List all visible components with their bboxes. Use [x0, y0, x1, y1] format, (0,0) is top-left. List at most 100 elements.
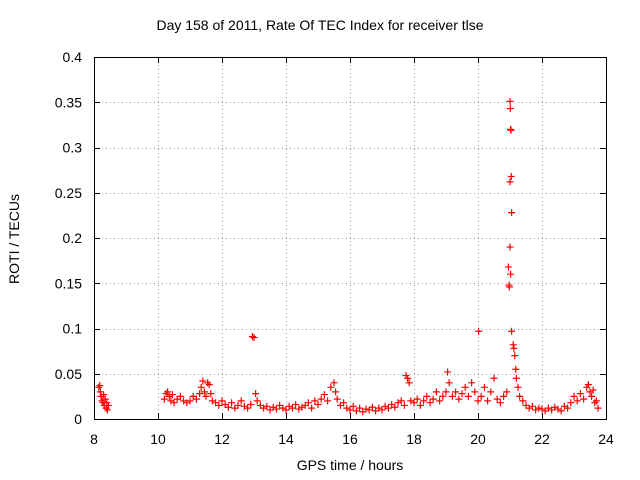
data-point [420, 397, 428, 405]
data-point [240, 402, 248, 410]
data-point [514, 383, 522, 391]
data-point [573, 397, 581, 405]
data-point [202, 392, 210, 400]
data-point [320, 391, 328, 399]
data-point [183, 399, 191, 407]
data-point [445, 379, 453, 387]
data-point [95, 383, 103, 391]
data-point [349, 402, 357, 410]
data-point [586, 388, 594, 396]
data-point [362, 405, 370, 413]
data-point [298, 403, 306, 411]
data-point [378, 406, 386, 414]
data-point [423, 392, 431, 400]
data-point [439, 392, 447, 400]
data-point [314, 401, 322, 409]
data-point [384, 404, 392, 412]
data-point [394, 399, 402, 407]
data-point [509, 341, 517, 349]
data-point [448, 392, 456, 400]
data-point [368, 403, 376, 411]
data-point [304, 399, 312, 407]
data-point [560, 402, 568, 410]
data-point [317, 395, 325, 403]
data-point [199, 377, 207, 385]
data-point [324, 397, 332, 405]
data-point [186, 397, 194, 405]
data-point [490, 374, 498, 382]
data-point [180, 397, 188, 405]
data-point [381, 402, 389, 410]
data-point [248, 333, 256, 341]
y-tick-label: 0.2 [63, 230, 83, 246]
data-point [224, 403, 232, 411]
data-point [101, 395, 109, 403]
data-point [429, 395, 437, 403]
data-point [468, 379, 476, 387]
data-point [272, 405, 280, 413]
axis-ticks: 8 10 12 14 16 18 20 22 24 0 0.05 0.1 0.15 0.2 0.25 0.3 0… [55, 49, 614, 447]
x-tick-label: 16 [342, 431, 358, 447]
data-point [292, 401, 300, 409]
data-point [484, 397, 492, 405]
y-tick-label: 0.25 [55, 185, 82, 201]
data-point [426, 399, 434, 407]
data-point [282, 406, 290, 414]
data-point [528, 402, 536, 410]
data-point [535, 404, 543, 412]
data-point [218, 397, 226, 405]
data-point [327, 383, 335, 391]
data-point [589, 386, 597, 394]
data-point [253, 397, 261, 405]
data-point [505, 283, 513, 291]
data-point [500, 392, 508, 400]
data-point [204, 379, 212, 387]
data-point [576, 390, 584, 398]
data-point [567, 399, 575, 407]
data-point [104, 401, 112, 409]
data-point [506, 178, 514, 186]
data-point [455, 395, 463, 403]
data-point [584, 381, 592, 389]
data-point [532, 406, 540, 414]
data-point [247, 401, 255, 409]
data-point [474, 397, 482, 405]
x-tick-label: 18 [406, 431, 422, 447]
data-point [564, 404, 572, 412]
data-point [208, 397, 216, 405]
data-point [167, 397, 175, 405]
data-point [592, 397, 600, 405]
data-point [432, 388, 440, 396]
data-point [405, 379, 413, 387]
data-point [570, 392, 578, 400]
data-point [506, 97, 514, 105]
y-tick-label: 0.1 [63, 321, 83, 337]
data-point [475, 327, 483, 335]
data-point [234, 401, 242, 409]
data-point [96, 382, 104, 390]
data-point [228, 399, 236, 407]
data-point [507, 126, 515, 134]
x-axis-label: GPS time / hours [296, 457, 404, 473]
data-point [333, 395, 341, 403]
data-point [103, 406, 111, 414]
data-point [356, 404, 364, 412]
data-point [288, 404, 296, 412]
data-point [330, 379, 338, 387]
data-point [458, 390, 466, 398]
data-point [477, 392, 485, 400]
y-axis-label: ROTI / TECUs [6, 194, 22, 284]
data-point [507, 172, 515, 180]
data-point [343, 404, 351, 412]
x-tick-label: 20 [470, 431, 486, 447]
x-tick-label: 22 [534, 431, 550, 447]
data-point [591, 399, 599, 407]
data-point [511, 352, 519, 360]
data-point [397, 397, 405, 405]
data-point [168, 391, 176, 399]
data-point [503, 388, 511, 396]
y-tick-label: 0.3 [63, 140, 83, 156]
data-point [538, 405, 546, 413]
y-tick-label: 0.15 [55, 275, 82, 291]
